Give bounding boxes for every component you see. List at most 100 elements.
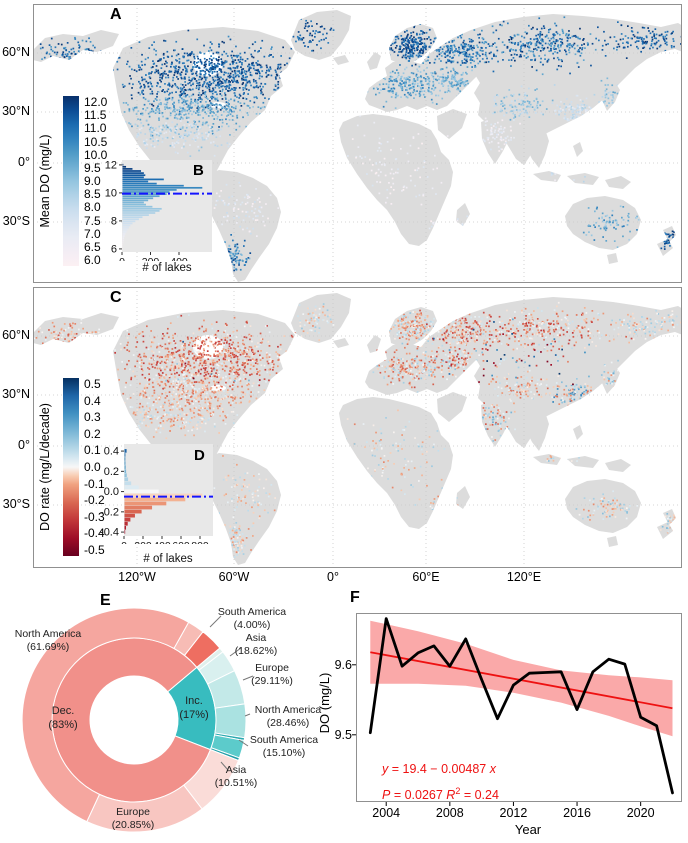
label-leader-line [209, 615, 222, 628]
lon-tick-label: 60°W [218, 570, 250, 584]
histogram-bar [122, 205, 153, 208]
landmass-new-zealand-south [657, 522, 673, 539]
histogram-bar [122, 170, 142, 172]
landmass-asia [421, 297, 682, 448]
inset-x-tick-label: 800 [191, 540, 209, 544]
panel-letter-a: A [110, 6, 122, 23]
histogram-bar [124, 489, 159, 494]
landmass-se-asia [523, 406, 549, 451]
colorbar-tick-label: 6.0 [84, 253, 101, 267]
histogram-bar [122, 189, 177, 191]
colorbar-tick-label: -0.5 [84, 543, 105, 557]
panel-border [33, 287, 682, 568]
colorbar-tick-label: 0.3 [84, 410, 101, 425]
histogram-bar [122, 199, 149, 202]
lat-tick-label: 60°N [2, 328, 30, 342]
histogram-bar [122, 237, 125, 240]
inset-x-tick-label: 600 [172, 540, 190, 544]
histogram-bar [124, 477, 129, 482]
histogram-bar [122, 178, 164, 181]
lon-tick-label: 60°E [412, 570, 440, 584]
landmass-britain [367, 335, 381, 353]
histogram-bar [124, 505, 153, 510]
histogram-bar [122, 191, 170, 193]
histogram-bar [122, 163, 124, 166]
histogram-bar [124, 497, 186, 502]
histogram-bar [124, 501, 167, 506]
histogram-bar [124, 493, 203, 498]
colorbar [63, 378, 79, 556]
histogram-bar [122, 235, 125, 237]
inset-x-tick-label: 0 [121, 540, 127, 544]
histogram-bar [122, 233, 126, 235]
landmass-arabia [437, 392, 467, 422]
colorbar-tick-label: -0.4 [84, 526, 105, 541]
do-time-series-line [368, 617, 674, 795]
donut-outer-dec-south-america [183, 631, 221, 668]
landmass-indonesia-east [567, 456, 599, 468]
landmass-europe [365, 58, 483, 112]
colorbar-tick-label: 8.5 [84, 187, 101, 202]
colorbar-tick-label: 10.0 [84, 147, 108, 162]
colorbar-tick-label: 12.0 [84, 95, 108, 109]
line-chart-xlabel: Year [514, 822, 542, 837]
landmass-tasmania [607, 536, 618, 547]
histogram-bar [124, 526, 127, 530]
inset-y-tick-label: 0.0 [104, 486, 119, 498]
landmass-madagascar [456, 486, 470, 509]
inset-y-tick-label: 0.2 [104, 466, 119, 478]
histogram-bar [124, 453, 126, 457]
histogram-bar [124, 465, 126, 469]
colorbar-tick-label: 11.5 [84, 108, 107, 123]
histogram-bar [124, 530, 126, 534]
inset-d-xlabel: # of lakes [143, 553, 193, 565]
legend-title-do-rate: DO rate (mg/L/decade) [38, 403, 52, 531]
landmass-new-guinea [605, 176, 631, 189]
histogram-bar [122, 214, 149, 216]
colorbar-tick-label: 0.2 [84, 426, 101, 441]
histogram-bar [122, 226, 129, 229]
histogram-bar [122, 174, 146, 177]
histogram-bar [122, 197, 154, 200]
legend-title-mean-do: Mean DO (mg/L) [38, 134, 52, 228]
histogram-bar [122, 165, 127, 168]
inset-y-tick-label: 8 [111, 215, 117, 227]
panel-letter-e: E [100, 592, 111, 609]
histogram-bar [124, 521, 128, 526]
label-leader-line [244, 713, 251, 717]
panel-letter-c: C [110, 289, 122, 306]
donut-outer-dec-north-america [21, 607, 190, 823]
landmass-arabia [437, 109, 467, 139]
donut-chart-trend-share [21, 607, 254, 833]
colorbar-tick-label: 9.5 [84, 160, 101, 175]
landmass-japan [602, 362, 620, 394]
colorbar-tick-label: 11.0 [84, 121, 107, 136]
histogram-bar [122, 168, 133, 170]
label-leader-line [238, 739, 249, 747]
landmass-asia [421, 14, 682, 165]
colorbar-tick-label: -0.2 [84, 493, 105, 508]
landmass-madagascar [456, 203, 470, 226]
lat-tick-label: 0° [18, 155, 30, 169]
inset-histogram-mean-do: 12 10 8 60 200 400 [105, 159, 212, 261]
inset-x-tick-label: 200 [134, 540, 152, 544]
label-leader-line [220, 761, 229, 771]
histogram-bar [122, 231, 127, 233]
landmass-indonesia-west [533, 171, 561, 182]
donut-outer-inc-north-america [214, 703, 247, 739]
lat-tick-label: 60°N [2, 45, 30, 59]
colorbar-tick-label: 8.0 [84, 200, 101, 215]
histogram-bar [122, 210, 160, 212]
landmass-philippines [573, 142, 583, 157]
landmass-greenland [291, 10, 351, 60]
landmass-iceland [333, 55, 349, 65]
inset-y-tick-label: 10 [105, 187, 117, 199]
inset-x-tick-label: 200 [142, 256, 160, 261]
panel-letter-f: F [350, 589, 360, 606]
landmass-north-america [113, 27, 295, 223]
lat-tick-label: 0° [18, 438, 30, 452]
landmass-greenland [291, 293, 351, 343]
histogram-bar [122, 216, 143, 219]
colorbar-tick-label: -0.3 [84, 509, 105, 524]
landmass-alaska [33, 30, 119, 62]
